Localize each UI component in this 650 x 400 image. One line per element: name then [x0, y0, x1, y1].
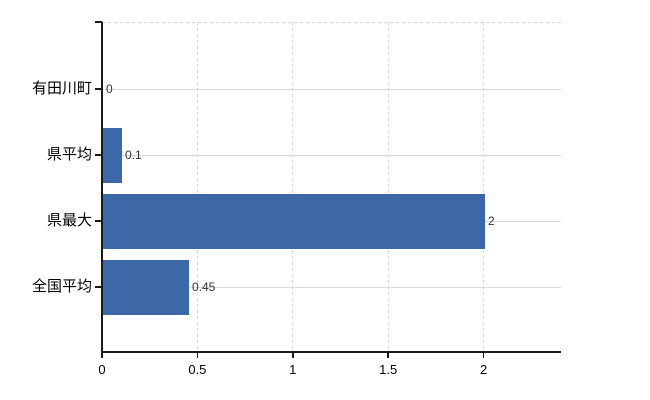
x-axis-tick-label: 1.5 — [379, 362, 398, 377]
vertical-gridline — [483, 22, 485, 352]
horizontal-gridline — [102, 154, 561, 156]
x-axis-tick-label: 1 — [289, 362, 297, 377]
vertical-gridline — [292, 22, 294, 352]
y-axis-line — [101, 22, 103, 358]
bar-value-label: 0.45 — [192, 280, 216, 294]
x-axis-tick — [101, 352, 103, 358]
x-axis-tick-label: 0.5 — [188, 362, 207, 377]
y-axis-tick — [95, 154, 102, 156]
x-axis-tick-label: 0 — [98, 362, 106, 377]
bar — [102, 193, 485, 249]
bar-value-label: 0.1 — [125, 148, 142, 162]
bar-value-label: 2 — [488, 214, 495, 228]
y-axis-tick — [95, 220, 102, 222]
plot-area-top-border — [102, 22, 561, 23]
horizontal-gridline — [102, 286, 561, 288]
y-axis-tick — [95, 286, 102, 288]
bar — [102, 259, 189, 315]
x-axis-tick — [387, 352, 389, 358]
category-label: 県平均 — [46, 146, 92, 163]
x-axis-tick — [196, 352, 199, 358]
category-label: 県最大 — [46, 212, 92, 229]
x-axis-tick — [482, 352, 485, 358]
x-axis-tick-label: 2 — [479, 362, 488, 377]
category-label: 全国平均 — [31, 278, 92, 295]
x-axis-line — [101, 351, 561, 353]
bar-value-label: 0 — [106, 82, 113, 96]
y-axis-tick — [95, 88, 102, 90]
category-label: 有田川町 — [31, 80, 92, 97]
bar — [102, 127, 122, 183]
vertical-gridline — [196, 22, 198, 352]
x-axis-tick — [292, 352, 294, 358]
y-axis-top-tick — [95, 21, 102, 23]
vertical-gridline — [387, 22, 389, 352]
horizontal-gridline — [102, 88, 561, 90]
